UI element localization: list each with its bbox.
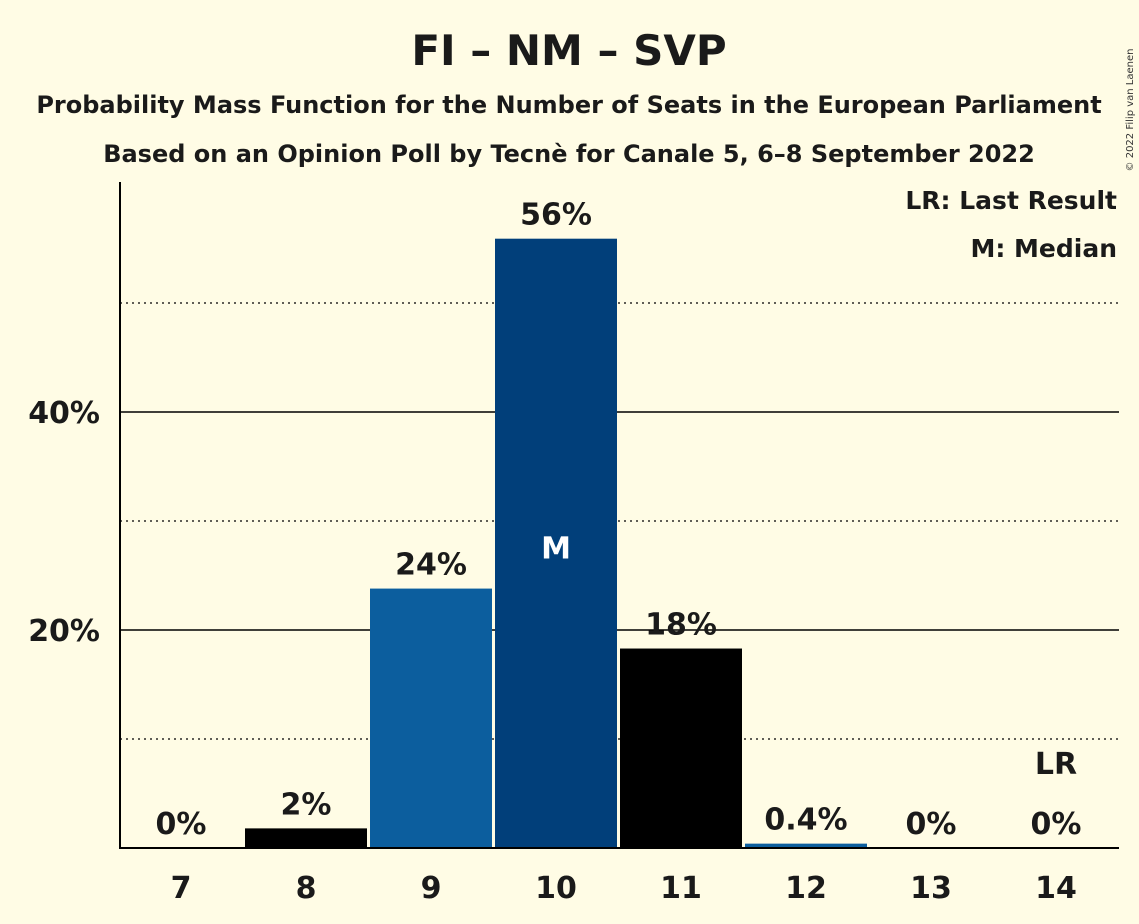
grid-layer: 20% 40%	[28, 302, 1119, 740]
copyright-text: © 2022 Filip van Laenen	[1125, 49, 1136, 172]
y-tick-label: 40%	[28, 396, 100, 431]
legend-last-result: LR: Last Result	[905, 186, 1117, 215]
data-label: 24%	[395, 548, 467, 583]
median-marker: M	[541, 532, 571, 567]
bar-seats-11	[620, 648, 742, 848]
data-label: 0.4%	[764, 803, 847, 838]
chart-title: FI – NM – SVP	[411, 26, 726, 75]
x-tick-label: 8	[296, 871, 317, 906]
y-tick-label: 20%	[28, 614, 100, 649]
x-tick-label: 9	[421, 871, 442, 906]
bar-seats-10	[495, 238, 617, 848]
bar-seats-12	[745, 843, 867, 848]
data-label: 56%	[520, 198, 592, 233]
data-label: 0%	[906, 807, 957, 842]
data-label: 18%	[645, 608, 717, 643]
x-tick-label: 14	[1035, 871, 1077, 906]
chart-subtitle-1: Probability Mass Function for the Number…	[36, 91, 1101, 119]
x-tick-label: 13	[910, 871, 952, 906]
bar-seats-8	[245, 828, 367, 848]
last-result-marker: LR	[1035, 747, 1077, 782]
x-tick-label: 11	[660, 871, 702, 906]
legend-median: M: Median	[970, 234, 1117, 263]
data-label: 0%	[156, 807, 207, 842]
x-tick-label: 10	[535, 871, 577, 906]
bars-layer	[245, 238, 867, 848]
labels-layer: 0% 7 2% 8 24% 9 56% 10 M 18% 11 0.4% 12 0% 13 0% 14 LR	[156, 198, 1082, 906]
chart-subtitle-2: Based on an Opinion Poll by Tecnè for Ca…	[103, 140, 1035, 168]
data-label: 0%	[1031, 807, 1082, 842]
x-tick-label: 12	[785, 871, 827, 906]
bar-seats-9	[370, 588, 492, 848]
data-label: 2%	[281, 787, 332, 822]
x-tick-label: 7	[171, 871, 192, 906]
